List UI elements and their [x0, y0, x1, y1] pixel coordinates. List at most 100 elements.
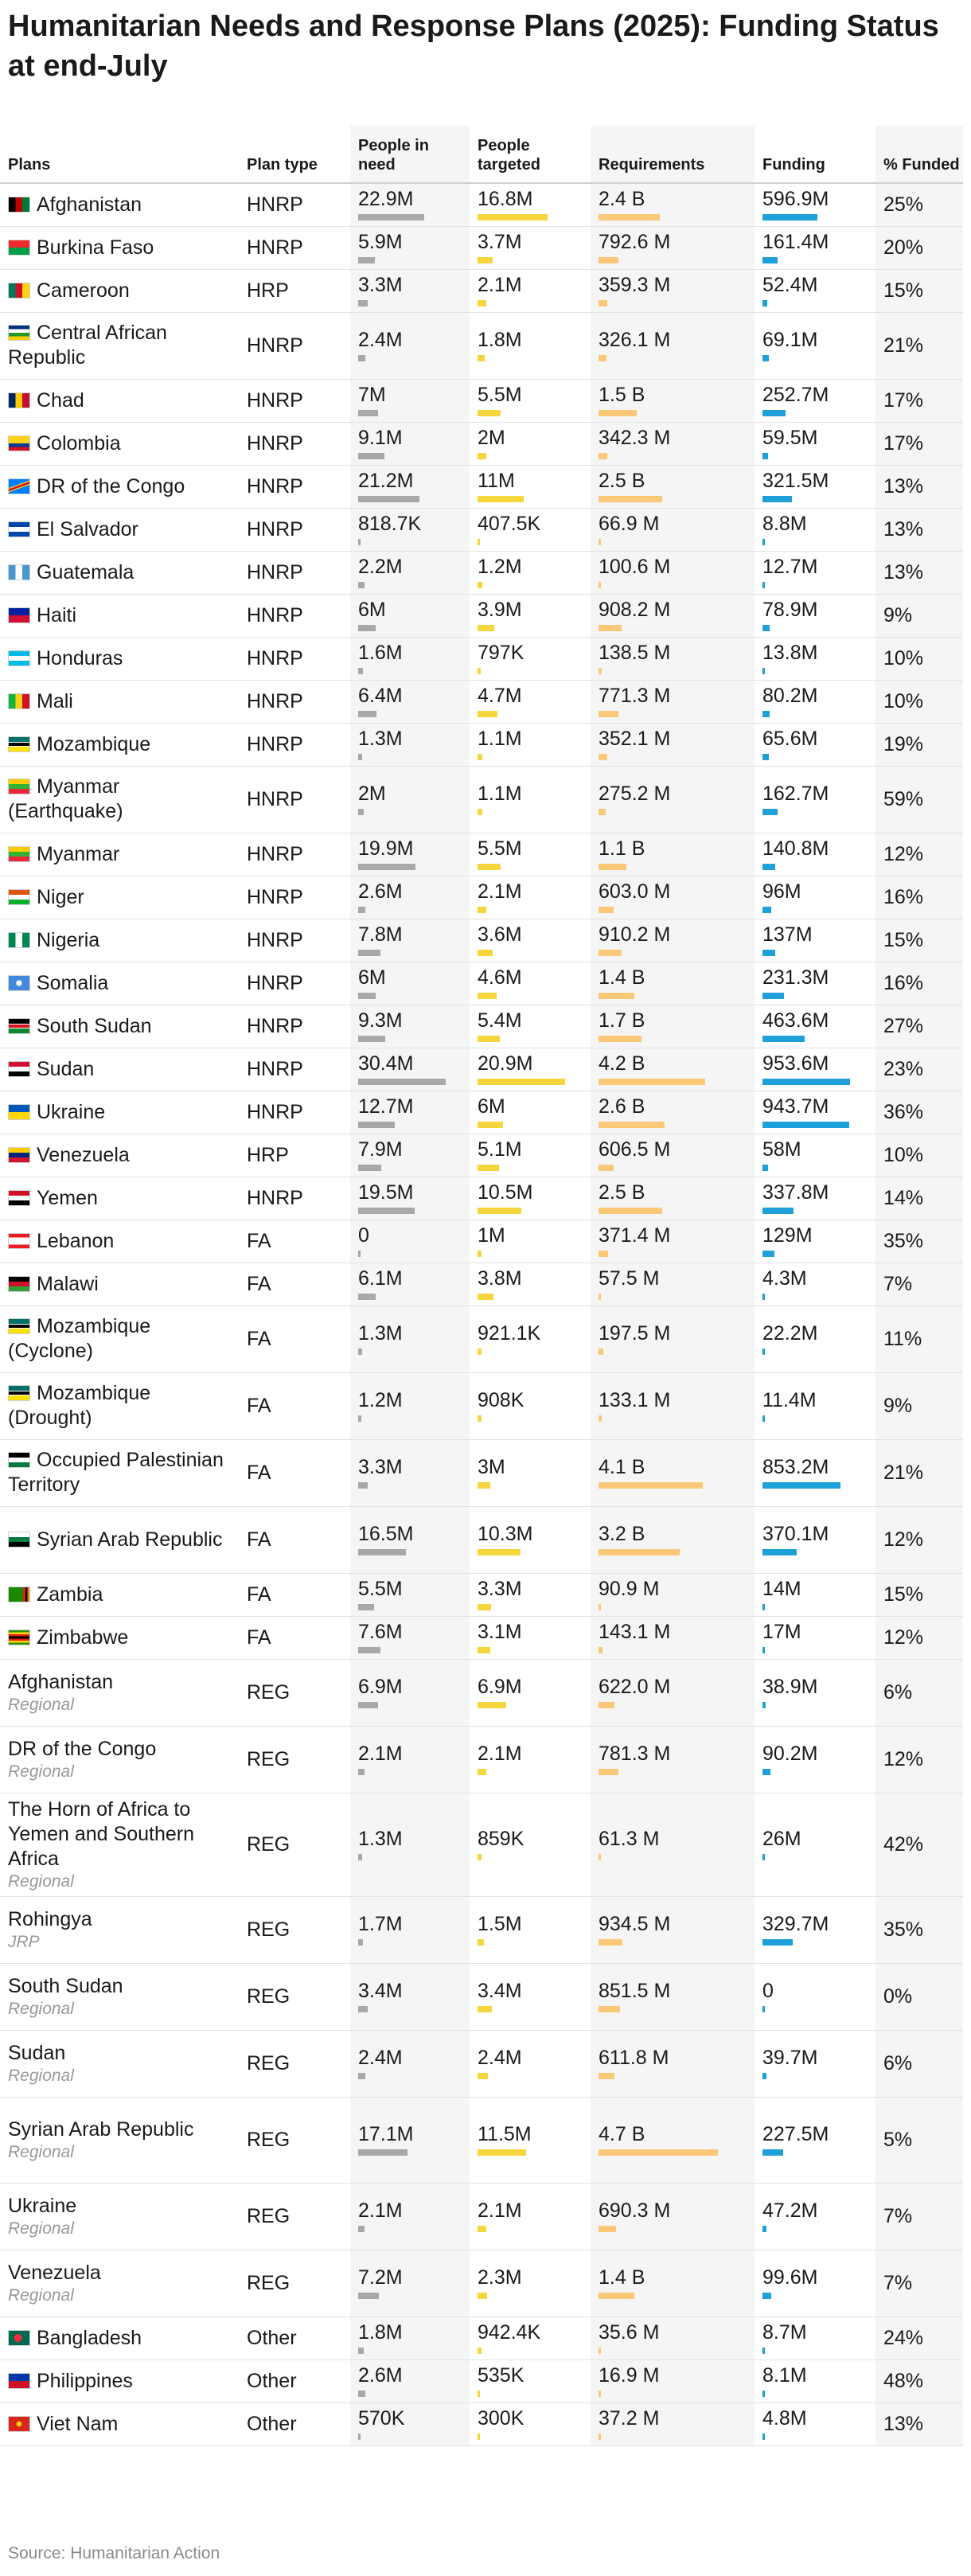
- req-value: 1.7 B: [599, 1009, 645, 1032]
- target-value: 2.3M: [478, 2266, 522, 2289]
- target-value: 5.5M: [478, 384, 522, 406]
- fund-value: 227.5M: [762, 2123, 829, 2145]
- fund-value: 38.9M: [762, 1676, 818, 1698]
- need-value: 16.5M: [358, 1523, 414, 1545]
- plan-name: Mozambique (Drought): [8, 1382, 151, 1429]
- plan-name: Burkina Faso: [37, 236, 154, 259]
- yemen-flag-icon: [8, 1189, 30, 1206]
- need-bar: [358, 410, 378, 416]
- header-requirements: Requirements: [591, 126, 755, 184]
- req-bar: [599, 2348, 601, 2354]
- need-bar: [358, 1549, 406, 1555]
- need-bar: [358, 1647, 380, 1653]
- req-value: 37.2 M: [599, 2407, 660, 2430]
- req-cell: 910.2 M: [591, 919, 755, 962]
- table-row: Sudan Regional REG 2.4M 2.4M 611.8 M 39.7M 6%: [0, 2030, 963, 2098]
- plan-type-cell: HNRP: [239, 680, 350, 724]
- need-value: 7M: [358, 384, 386, 406]
- pct-funded-cell: 15%: [875, 1573, 963, 1617]
- table-row: Chad HNRP 7M 5.5M 1.5 B 252.7M 17%: [0, 379, 963, 423]
- plan-cell: Bangladesh: [0, 2316, 239, 2360]
- fund-value: 11.4M: [762, 1389, 817, 1411]
- req-value: 143.1 M: [599, 1621, 671, 1643]
- target-bar: [478, 2073, 488, 2079]
- south-sudan-flag-icon: [8, 1017, 30, 1034]
- drc-flag-icon: [8, 478, 30, 494]
- need-cell: 9.3M: [350, 1005, 470, 1048]
- req-cell: 781.3 M: [591, 1726, 755, 1793]
- fund-bar: [762, 625, 770, 631]
- req-bar: [599, 625, 622, 631]
- target-value: 859K: [478, 1828, 524, 1850]
- need-cell: 5.9M: [350, 226, 470, 270]
- car-flag-icon: [8, 325, 30, 341]
- req-cell: 1.4 B: [591, 2250, 755, 2317]
- target-cell: 3.9M: [470, 594, 591, 638]
- fund-cell: 161.4M: [755, 226, 875, 270]
- req-value: 2.6 B: [599, 1095, 645, 1118]
- need-cell: 2.1M: [350, 1726, 470, 1793]
- table-row: Nigeria HNRP 7.8M 3.6M 910.2 M 137M 15%: [0, 919, 963, 962]
- plan-cell: Syrian Arab Republic Regional: [0, 2097, 239, 2184]
- need-cell: 3.3M: [350, 269, 470, 313]
- table-row: Mozambique HNRP 1.3M 1.1M 352.1 M 65.6M 19%: [0, 723, 963, 767]
- plan-cell: Niger: [0, 876, 239, 919]
- table-row: Myanmar HNRP 19.9M 5.5M 1.1 B 140.8M 12%: [0, 833, 963, 876]
- need-bar: [358, 1122, 395, 1128]
- mozambique-flag-icon: [8, 1385, 30, 1401]
- table-row: Occupied Palestinian Territory FA 3.3M 3M 4.…: [0, 1439, 963, 1507]
- lebanon-flag-icon: [8, 1232, 30, 1249]
- table-row: Haiti HNRP 6M 3.9M 908.2 M 78.9M 9%: [0, 594, 963, 638]
- target-cell: 2.4M: [470, 2030, 591, 2098]
- plan-name: Mali: [37, 689, 73, 712]
- req-bar: [599, 950, 622, 956]
- pct-funded-cell: 12%: [875, 1616, 963, 1660]
- fund-bar: [762, 864, 775, 870]
- plan-cell: Cameroon: [0, 269, 239, 313]
- req-bar: [599, 1036, 641, 1042]
- pct-funded-cell: 13%: [875, 551, 963, 595]
- target-cell: 5.5M: [470, 833, 591, 876]
- mozambique-flag-icon: [8, 1318, 30, 1334]
- plan-type-cell: FA: [239, 1616, 350, 1660]
- target-value: 942.4K: [478, 2321, 541, 2344]
- fund-cell: 337.8M: [755, 1177, 875, 1220]
- plan-cell: Malawi: [0, 1263, 239, 1306]
- plan-name: Venezuela: [8, 2261, 101, 2284]
- fund-cell: 90.2M: [755, 1726, 875, 1793]
- plan-type-cell: HNRP: [239, 465, 350, 509]
- target-cell: 5.4M: [470, 1005, 591, 1048]
- fund-bar: [762, 2149, 783, 2156]
- plan-type-cell: HNRP: [239, 226, 350, 270]
- fund-value: 58M: [762, 1138, 801, 1161]
- need-value: 1.8M: [358, 2321, 403, 2344]
- target-bar: [478, 2226, 486, 2232]
- plan-type-cell: HNRP: [239, 508, 350, 552]
- req-bar: [599, 2226, 616, 2232]
- table-row: Afghanistan Regional REG 6.9M 6.9M 622.0 M 38.…: [0, 1659, 963, 1727]
- plan-name: Malawi: [37, 1272, 99, 1295]
- fund-cell: 38.9M: [755, 1659, 875, 1727]
- source-note: Source: Humanitarian Action: [8, 2544, 220, 2562]
- pct-funded-cell: 7%: [875, 2183, 963, 2250]
- target-cell: 6.9M: [470, 1659, 591, 1727]
- plan-name: Somalia: [37, 971, 109, 994]
- req-cell: 611.8 M: [591, 2030, 755, 2098]
- need-value: 30.4M: [358, 1052, 414, 1075]
- table-body: Afghanistan HNRP 22.9M 16.8M 2.4 B 596.9M 25% B…: [0, 183, 963, 2446]
- fund-cell: 231.3M: [755, 962, 875, 1005]
- target-cell: 11M: [470, 465, 591, 509]
- need-bar: [358, 2226, 365, 2232]
- plan-name: Sudan: [8, 2041, 66, 2064]
- target-value: 3.4M: [478, 1980, 522, 2002]
- plan-type-cell: FA: [239, 1506, 350, 1574]
- plan-name: Syrian Arab Republic: [8, 2117, 194, 2141]
- plan-name: El Salvador: [37, 517, 138, 541]
- need-cell: 1.2M: [350, 1372, 470, 1440]
- need-value: 2.4M: [358, 2047, 403, 2069]
- plan-cell: Occupied Palestinian Territory: [0, 1439, 239, 1507]
- fund-bar: [762, 1294, 765, 1300]
- plan-cell: Haiti: [0, 594, 239, 638]
- el-salvador-flag-icon: [8, 521, 30, 537]
- pct-funded-cell: 16%: [875, 962, 963, 1005]
